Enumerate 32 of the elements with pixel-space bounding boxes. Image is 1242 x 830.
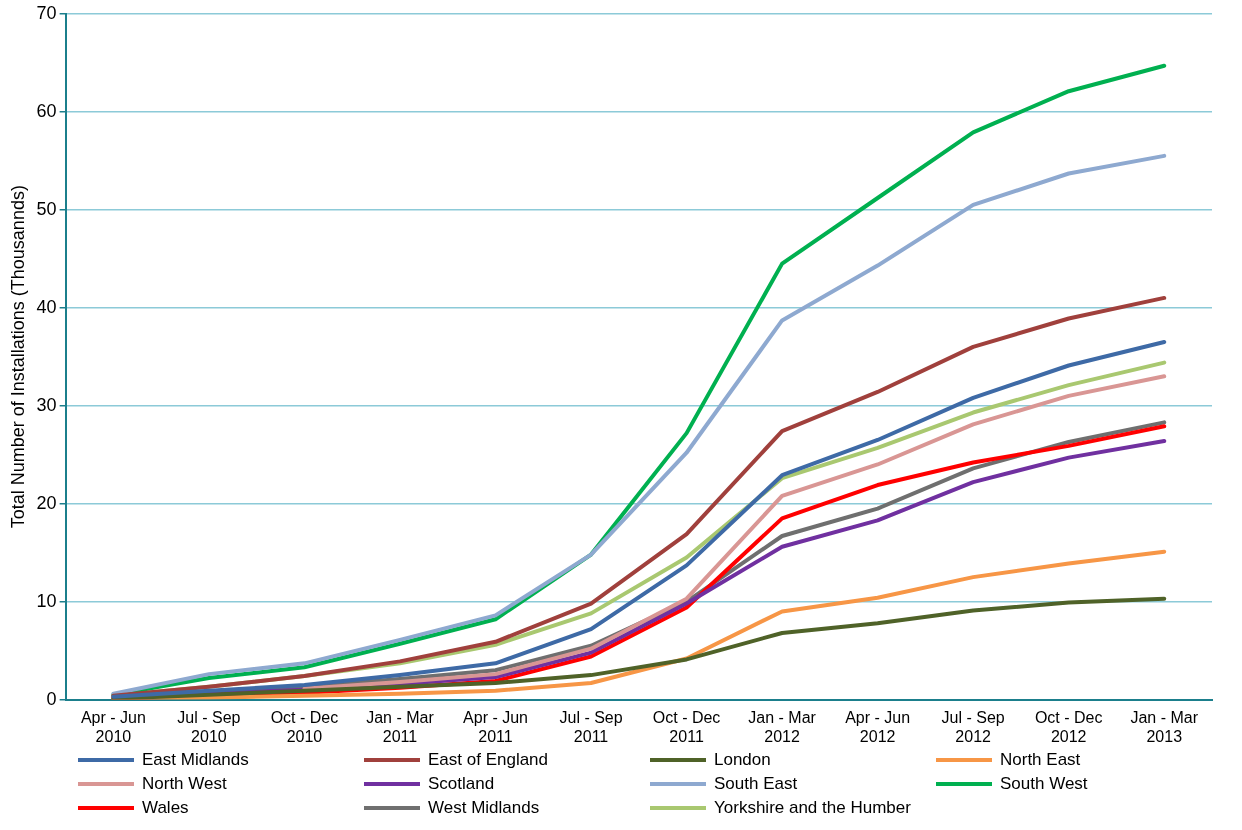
legend-label: West Midlands [428, 798, 540, 818]
legend-label: East of England [428, 750, 549, 770]
y-axis-title: Total Number of Installations (Thousannds) [7, 185, 28, 529]
legend-label: East Midlands [142, 750, 249, 770]
x-tick-label: Jan - Mar 2011 [366, 708, 435, 745]
x-tick-label: Apr - Jun 2010 [80, 708, 146, 745]
x-tick-label: Apr - Jun 2011 [463, 708, 528, 745]
x-tick-label: Jan - Mar 2013 [1130, 708, 1199, 745]
legend-label: North West [142, 774, 227, 794]
legend-label: Wales [142, 798, 189, 818]
legend-label: Yorkshire and the Humber [714, 798, 911, 818]
legend-label: North East [1000, 750, 1081, 770]
x-tick-label: Apr - Jun 2012 [845, 708, 911, 745]
x-tick-label: Jul - Sep 2011 [559, 708, 623, 745]
legend-label: South East [714, 774, 798, 794]
y-tick-label: 30 [36, 394, 57, 415]
y-tick-label: 70 [36, 2, 57, 23]
y-tick-label: 20 [36, 492, 57, 513]
y-tick-label: 40 [36, 296, 57, 317]
y-tick-label: 50 [36, 198, 57, 219]
x-tick-label: Jan - Mar 2012 [748, 708, 817, 745]
x-tick-label: Oct - Dec 2010 [270, 708, 339, 745]
x-tick-label: Jul - Sep 2010 [177, 708, 241, 745]
x-tick-label: Oct - Dec 2011 [652, 708, 721, 745]
x-tick-label: Oct - Dec 2012 [1034, 708, 1103, 745]
legend-label: South West [1000, 774, 1088, 794]
y-tick-label: 0 [46, 688, 57, 709]
legend-label: Scotland [428, 774, 495, 794]
y-tick-label: 60 [36, 100, 57, 121]
legend-label: London [714, 750, 771, 770]
x-tick-label: Jul - Sep 2012 [941, 708, 1005, 745]
y-tick-label: 10 [36, 590, 57, 611]
